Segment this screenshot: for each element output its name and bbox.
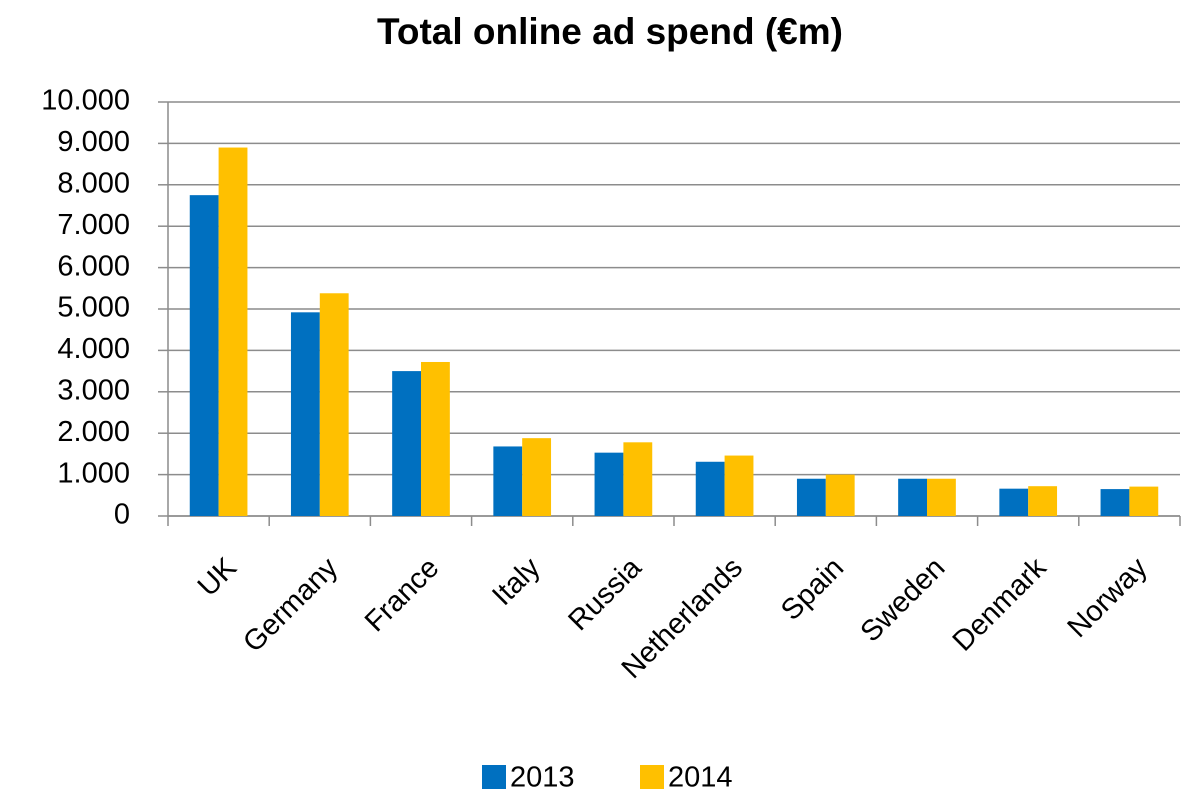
bar	[493, 446, 523, 516]
y-tick-label: 4.000	[57, 333, 130, 365]
legend-label: 2013	[510, 762, 575, 794]
bar	[1129, 486, 1159, 516]
legend-label: 2014	[668, 762, 733, 794]
y-tick-label: 10.000	[41, 85, 130, 117]
bar	[898, 478, 927, 516]
legend-swatch	[640, 765, 664, 789]
bar	[218, 147, 248, 517]
bar	[825, 474, 855, 516]
x-tick-label: Russia	[562, 551, 648, 637]
bar	[724, 455, 754, 516]
bar	[796, 478, 826, 516]
x-tick-label: Sweden	[855, 552, 952, 649]
bar	[421, 361, 450, 516]
bar	[392, 371, 421, 516]
bar	[1100, 489, 1130, 516]
y-tick-label: 8.000	[57, 167, 130, 199]
bar	[623, 442, 653, 516]
y-tick-label: 5.000	[57, 292, 130, 324]
bar	[319, 293, 349, 516]
y-tick-label: 3.000	[57, 374, 130, 406]
bar	[290, 312, 320, 516]
bar	[594, 452, 624, 516]
bar	[927, 478, 956, 516]
y-tick-label: 1.000	[57, 457, 130, 489]
bar	[189, 195, 219, 516]
legend-swatch	[482, 765, 506, 789]
x-tick-label: UK	[192, 551, 244, 603]
y-tick-label: 6.000	[57, 250, 130, 282]
y-tick-label: 2.000	[57, 416, 130, 448]
y-tick-label: 0	[114, 499, 130, 531]
x-tick-label: Denmark	[947, 551, 1053, 657]
x-tick-label: France	[359, 552, 445, 638]
chart-title: Total online ad spend (€m)	[377, 11, 843, 52]
x-tick-label: Germany	[237, 551, 344, 658]
bar	[522, 438, 552, 516]
bar	[1028, 486, 1058, 516]
x-tick-label: Spain	[775, 552, 850, 627]
bar	[999, 488, 1029, 516]
bar	[695, 461, 725, 516]
x-tick-label: Norway	[1062, 551, 1154, 643]
y-tick-label: 7.000	[57, 209, 130, 241]
x-tick-label: Italy	[486, 551, 547, 612]
y-tick-label: 9.000	[57, 126, 130, 158]
